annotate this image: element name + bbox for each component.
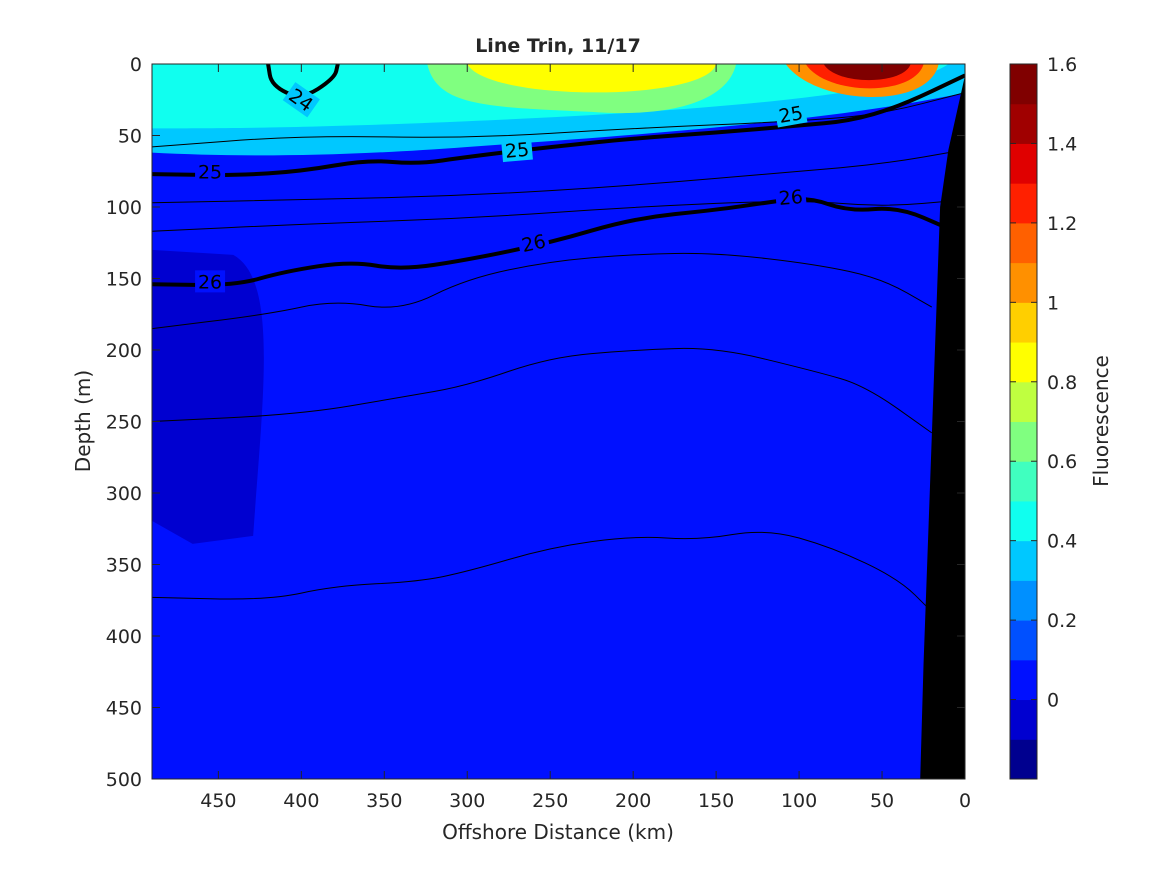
y-tick-label: 0 bbox=[130, 54, 142, 76]
x-tick-label: 450 bbox=[200, 790, 236, 812]
x-tick-label: 150 bbox=[698, 790, 734, 812]
contour-label-bg bbox=[774, 184, 807, 210]
x-tick-label: 250 bbox=[532, 790, 568, 812]
colorbar-tick-label: 0.4 bbox=[1047, 531, 1077, 553]
colorbar-swatch bbox=[1010, 64, 1037, 105]
y-tick-label: 250 bbox=[106, 412, 142, 434]
x-tick-label: 200 bbox=[615, 790, 651, 812]
contour-label-26-2: 26 bbox=[774, 184, 807, 210]
bathymetry bbox=[920, 75, 965, 779]
x-axis: 450 400 350 300 250 200 150 100 50 0 bbox=[200, 64, 971, 812]
colorbar-swatch bbox=[1010, 500, 1037, 542]
contour-label-text: 25 bbox=[777, 102, 805, 128]
colorbar-swatch bbox=[1010, 461, 1037, 502]
isopycnal-thin-8 bbox=[152, 531, 933, 613]
y-tick-label: 400 bbox=[106, 626, 142, 648]
x-axis-label: Offshore Distance (km) bbox=[442, 820, 674, 844]
contour-label-bg bbox=[195, 270, 226, 293]
isopycnal-24 bbox=[266, 64, 340, 98]
contour-label-text: 26 bbox=[198, 271, 222, 293]
y-tick-label: 500 bbox=[106, 769, 142, 791]
colorbar-swatch bbox=[1010, 540, 1037, 581]
contour-label-bg bbox=[195, 160, 226, 183]
contour-label-bg bbox=[774, 100, 808, 128]
y-tick-label: 150 bbox=[106, 269, 142, 291]
contour-label-bg bbox=[501, 137, 533, 163]
contour-label-25-0: 25 bbox=[195, 160, 226, 183]
y-axis-label: Depth (m) bbox=[71, 370, 95, 472]
fluorescence-field bbox=[152, 64, 965, 779]
contour-label-text: 25 bbox=[504, 139, 530, 163]
colorbar-tick-label: 0.6 bbox=[1047, 451, 1077, 473]
contour-label-25-2: 25 bbox=[774, 100, 808, 128]
contour-label-bg bbox=[282, 82, 320, 118]
colorbar-swatch bbox=[1010, 143, 1037, 184]
colorbar-tick-label: 1.4 bbox=[1047, 133, 1077, 155]
isopycnal-thin-6 bbox=[152, 252, 933, 330]
colorbar-tick-label: 1.2 bbox=[1047, 213, 1077, 235]
x-tick-label: 350 bbox=[366, 790, 402, 812]
isopycnal-26 bbox=[152, 197, 950, 287]
surface-bloom-mid-core bbox=[467, 64, 717, 93]
colorbar-swatch bbox=[1010, 421, 1037, 462]
nearshore-bloom-core bbox=[823, 64, 911, 81]
colorbar-swatch bbox=[1010, 620, 1037, 661]
contour-label-text: 25 bbox=[198, 161, 222, 183]
contour-label-text: 26 bbox=[778, 186, 804, 210]
colorbar-swatch bbox=[1010, 262, 1037, 303]
colorbar-swatch bbox=[1010, 103, 1037, 144]
colorbar-tick-label: 0.2 bbox=[1047, 610, 1077, 632]
isopycnal-thin-1 bbox=[152, 92, 965, 148]
deep-low-region bbox=[152, 249, 264, 544]
y-tick-label: 300 bbox=[106, 483, 142, 505]
chart-title: Line Trin, 11/17 bbox=[475, 35, 641, 57]
y-tick-label: 350 bbox=[106, 555, 142, 577]
x-tick-label: 100 bbox=[781, 790, 817, 812]
y-axis: 0 50 100 150 200 250 300 350 400 450 500 bbox=[106, 54, 965, 791]
contour-label-25-1: 25 bbox=[501, 137, 533, 163]
colorbar-swatch bbox=[1010, 222, 1037, 264]
colorbar-swatch bbox=[1010, 699, 1037, 740]
isopycnal-thin-4 bbox=[152, 199, 965, 232]
isopycnal-thin-7 bbox=[152, 347, 933, 434]
colorbar-tick-label: 1 bbox=[1047, 292, 1059, 314]
colorbar-swatch bbox=[1010, 342, 1037, 383]
contour-label-26-1: 26 bbox=[516, 228, 551, 257]
x-tick-label: 300 bbox=[449, 790, 485, 812]
y-tick-label: 50 bbox=[118, 126, 142, 148]
contour-label-26-0: 26 bbox=[195, 270, 226, 293]
colorbar-tick-label: 0.8 bbox=[1047, 372, 1077, 394]
colorbar-swatch bbox=[1010, 739, 1037, 780]
colorbar: 0 0.2 0.4 0.6 0.8 1 1.2 1.4 1.6 bbox=[1009, 54, 1077, 780]
bathymetry-shape bbox=[920, 75, 965, 779]
y-tick-label: 450 bbox=[106, 698, 142, 720]
colorbar-swatch bbox=[1010, 580, 1037, 621]
colorbar-frame bbox=[1009, 63, 1038, 780]
x-tick-label: 0 bbox=[959, 790, 971, 812]
colorbar-swatch bbox=[1010, 381, 1037, 422]
y-tick-label: 200 bbox=[106, 340, 142, 362]
isopycnal-thin-3 bbox=[152, 149, 965, 204]
contour-label-text: 26 bbox=[520, 230, 548, 257]
colorbar-tick-label: 1.6 bbox=[1047, 54, 1077, 76]
y-tick-label: 100 bbox=[106, 197, 142, 219]
colorbar-swatch bbox=[1010, 183, 1037, 224]
colorbar-tick-label: 0 bbox=[1047, 690, 1059, 712]
x-tick-label: 400 bbox=[283, 790, 319, 812]
x-tick-label: 50 bbox=[870, 790, 894, 812]
colorbar-label: Fluorescence bbox=[1089, 355, 1113, 487]
field-background bbox=[152, 64, 965, 779]
contour-label-bg bbox=[516, 228, 551, 257]
colorbar-swatch bbox=[1010, 659, 1037, 701]
colorbar-swatch bbox=[1010, 302, 1037, 343]
